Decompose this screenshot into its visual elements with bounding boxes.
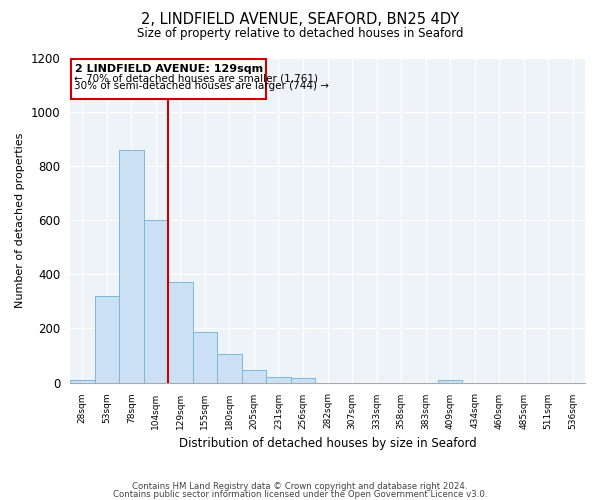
Text: 2 LINDFIELD AVENUE: 129sqm: 2 LINDFIELD AVENUE: 129sqm — [74, 64, 263, 74]
Bar — [143, 220, 168, 382]
Bar — [193, 332, 217, 382]
Bar — [70, 380, 95, 382]
Text: ← 70% of detached houses are smaller (1,761): ← 70% of detached houses are smaller (1,… — [74, 74, 318, 84]
Bar — [217, 354, 242, 382]
Text: 30% of semi-detached houses are larger (744) →: 30% of semi-detached houses are larger (… — [74, 81, 329, 91]
Bar — [95, 296, 119, 382]
Bar — [438, 380, 463, 382]
Bar — [119, 150, 143, 382]
Text: Size of property relative to detached houses in Seaford: Size of property relative to detached ho… — [137, 28, 463, 40]
Bar — [266, 377, 291, 382]
Bar — [168, 282, 193, 382]
Bar — [291, 378, 315, 382]
Text: Contains HM Land Registry data © Crown copyright and database right 2024.: Contains HM Land Registry data © Crown c… — [132, 482, 468, 491]
FancyBboxPatch shape — [71, 59, 266, 98]
Text: Contains public sector information licensed under the Open Government Licence v3: Contains public sector information licen… — [113, 490, 487, 499]
X-axis label: Distribution of detached houses by size in Seaford: Distribution of detached houses by size … — [179, 437, 476, 450]
Text: 2, LINDFIELD AVENUE, SEAFORD, BN25 4DY: 2, LINDFIELD AVENUE, SEAFORD, BN25 4DY — [141, 12, 459, 28]
Bar — [242, 370, 266, 382]
Y-axis label: Number of detached properties: Number of detached properties — [15, 132, 25, 308]
